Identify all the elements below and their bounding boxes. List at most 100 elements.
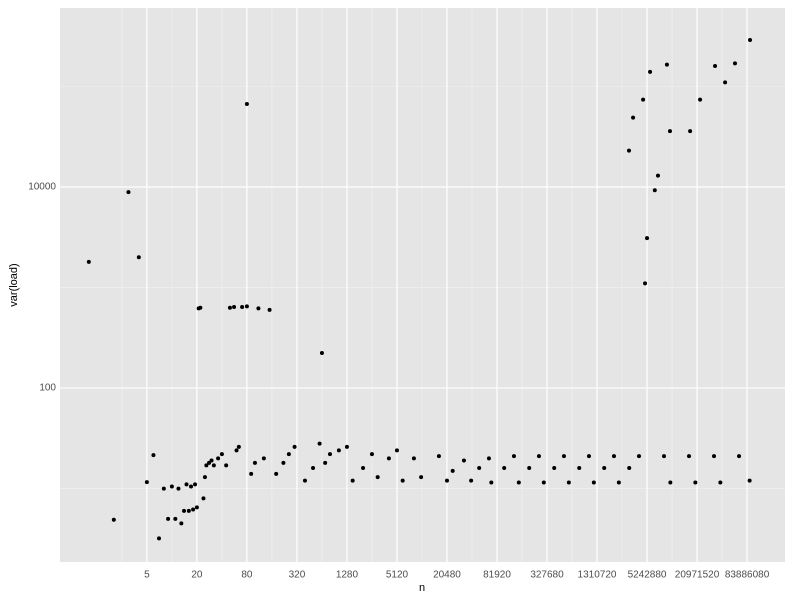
point [461, 458, 466, 463]
point [419, 475, 424, 480]
point [286, 452, 291, 457]
point [586, 454, 591, 459]
x-tick-label: 1310720 [578, 570, 617, 581]
point [194, 505, 199, 510]
point [144, 480, 149, 485]
x-tick-label: 5120 [386, 570, 409, 581]
point [502, 466, 507, 471]
point [450, 468, 455, 473]
point [186, 508, 191, 513]
point [627, 148, 632, 153]
point [737, 454, 742, 459]
point [712, 454, 717, 459]
point [400, 478, 405, 483]
point [240, 305, 245, 310]
point [176, 486, 181, 491]
point [344, 444, 349, 449]
point [361, 466, 366, 471]
point [157, 536, 162, 541]
point [636, 454, 641, 459]
point [179, 521, 184, 526]
point [469, 478, 474, 483]
point [645, 236, 650, 241]
point [151, 453, 156, 458]
point [747, 478, 752, 483]
point [201, 496, 206, 501]
point [227, 305, 232, 310]
point [189, 484, 194, 489]
point [169, 484, 174, 489]
point [627, 466, 632, 471]
point [748, 38, 753, 43]
point [536, 454, 541, 459]
point [561, 454, 566, 459]
point [643, 281, 648, 286]
point [631, 115, 636, 120]
point [311, 466, 316, 471]
point [641, 97, 646, 102]
x-tick-label: 80 [241, 570, 253, 581]
point [436, 454, 441, 459]
point [219, 452, 224, 457]
point [193, 482, 198, 487]
x-tick-label: 83886080 [725, 570, 770, 581]
point [256, 306, 261, 311]
point [602, 466, 607, 471]
point [616, 480, 621, 485]
x-axis-label: n [419, 582, 425, 594]
x-tick-label: 20 [191, 570, 203, 581]
point [161, 486, 166, 491]
point [166, 516, 171, 521]
point [444, 478, 449, 483]
point [302, 478, 307, 483]
point [216, 456, 221, 461]
point [527, 466, 532, 471]
point [611, 454, 616, 459]
point [86, 259, 91, 264]
point [111, 517, 116, 522]
x-tick-label: 20971520 [675, 570, 720, 581]
point [323, 460, 328, 465]
point [732, 61, 737, 66]
x-tick-label: 1280 [336, 570, 359, 581]
point [566, 480, 571, 485]
point [249, 471, 254, 476]
point [486, 456, 491, 461]
point [664, 62, 669, 67]
point [667, 129, 672, 134]
point [652, 188, 657, 193]
point [317, 441, 322, 446]
point [184, 482, 189, 487]
x-tick-label: 320 [289, 570, 306, 581]
point [723, 80, 728, 85]
point [319, 351, 324, 356]
point [552, 466, 557, 471]
x-tick-label: 327680 [530, 570, 564, 581]
point [661, 454, 666, 459]
point [489, 480, 494, 485]
point [281, 460, 286, 465]
panel [60, 8, 785, 562]
point [211, 463, 216, 468]
point [182, 508, 187, 513]
point [350, 478, 355, 483]
x-tick-label: 5242880 [628, 570, 667, 581]
point [207, 460, 212, 465]
x-tick-label: 20480 [433, 570, 461, 581]
point [386, 456, 391, 461]
point [204, 463, 209, 468]
point [541, 480, 546, 485]
point [655, 173, 660, 178]
point [244, 101, 249, 106]
y-tick-label: 100 [39, 383, 56, 394]
point [698, 97, 703, 102]
point [369, 452, 374, 457]
point [261, 456, 266, 461]
point [292, 444, 297, 449]
point [202, 475, 207, 480]
point [394, 448, 399, 453]
point [577, 466, 582, 471]
point [687, 454, 692, 459]
point [173, 516, 178, 521]
